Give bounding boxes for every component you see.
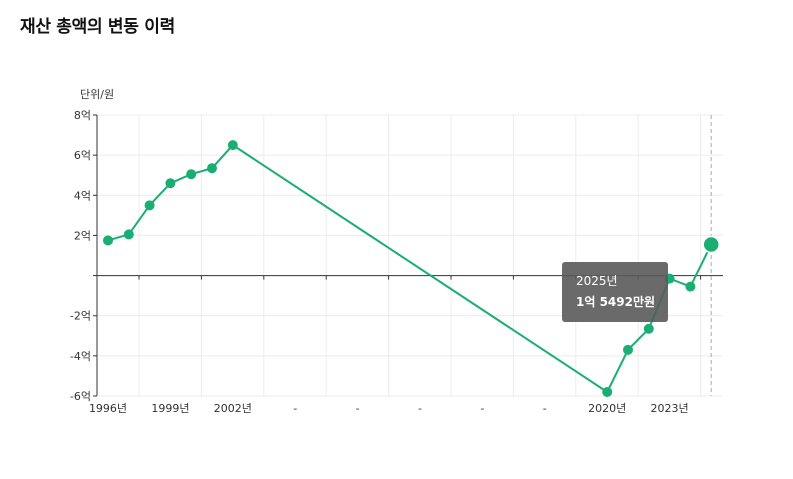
y-tick-label: -4억 bbox=[70, 350, 91, 363]
data-point[interactable] bbox=[227, 140, 238, 151]
y-tick-label: -6억 bbox=[70, 390, 91, 403]
y-tick-label: 4억 bbox=[74, 189, 91, 202]
x-tick-label: - bbox=[418, 402, 422, 415]
line-layer bbox=[107, 115, 713, 396]
x-tick-label: 2020년 bbox=[588, 402, 626, 415]
x-tick-label: 1999년 bbox=[151, 402, 189, 415]
y-tick-label: 6억 bbox=[74, 149, 91, 162]
data-point[interactable] bbox=[623, 344, 633, 355]
data-point[interactable] bbox=[685, 281, 696, 292]
data-point[interactable] bbox=[165, 178, 176, 189]
x-tick-label: 2002년 bbox=[214, 402, 252, 415]
y-tick-label: 8억 bbox=[74, 109, 91, 122]
y-tick-label: -2억 bbox=[70, 310, 91, 323]
x-tick-label: - bbox=[543, 402, 547, 415]
y-tick-label: 2억 bbox=[74, 229, 91, 242]
data-point[interactable] bbox=[602, 386, 613, 397]
y-axis-unit-label: 단위/원 bbox=[80, 88, 115, 101]
data-point[interactable] bbox=[144, 200, 155, 211]
x-tick-label: 1996년 bbox=[89, 402, 127, 415]
x-tick-label: 2023년 bbox=[651, 402, 689, 415]
data-tooltip: 2025년 1억 5492만원 bbox=[562, 262, 668, 322]
data-point[interactable] bbox=[123, 229, 134, 240]
tooltip-year: 2025년 bbox=[576, 274, 618, 288]
tooltip-value: 1억 5492만원 bbox=[576, 295, 656, 309]
x-tick-label: - bbox=[480, 402, 484, 415]
data-point[interactable] bbox=[643, 323, 654, 334]
data-point[interactable] bbox=[207, 163, 217, 174]
data-point-highlighted[interactable] bbox=[702, 235, 720, 254]
data-point[interactable] bbox=[103, 235, 113, 246]
x-tick-label: - bbox=[356, 402, 360, 415]
data-point[interactable] bbox=[186, 169, 197, 180]
page-title: 재산 총액의 변동 이력 bbox=[20, 17, 175, 37]
x-tick-label: - bbox=[293, 402, 297, 415]
